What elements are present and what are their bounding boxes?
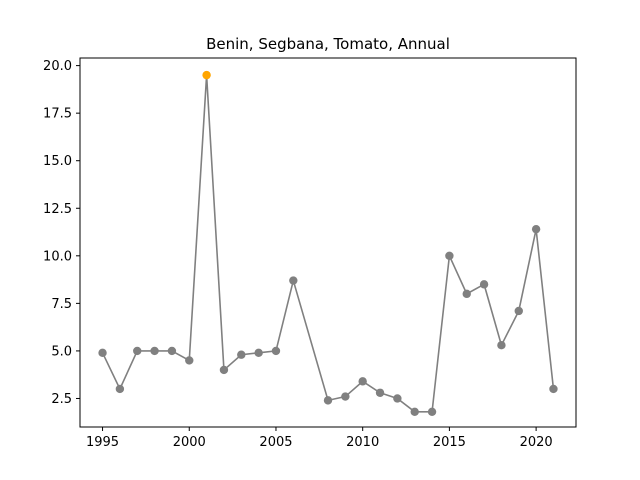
data-point — [254, 348, 263, 358]
data-point — [462, 289, 471, 299]
data-point — [219, 365, 229, 375]
data-point — [549, 384, 558, 394]
data-point — [115, 384, 125, 394]
data-point — [427, 407, 437, 416]
y-tick-label: 10.0 — [43, 249, 72, 264]
data-point — [393, 394, 402, 403]
plot-area — [80, 58, 576, 427]
series-layer — [98, 70, 558, 416]
data-point — [497, 341, 506, 350]
data-point — [479, 280, 489, 289]
x-tick-label: 2010 — [346, 435, 379, 450]
data-point — [323, 396, 333, 405]
data-point — [375, 388, 385, 397]
data-point — [150, 346, 159, 356]
data-point — [514, 306, 523, 316]
y-tick-label: 17.5 — [43, 107, 72, 122]
chart-title: Benin, Segbana, Tomato, Annual — [206, 35, 450, 53]
data-point — [133, 346, 142, 356]
y-tick-label: 5.0 — [51, 344, 72, 359]
data-point — [341, 392, 350, 401]
data-point — [358, 377, 367, 386]
data-point — [271, 346, 281, 356]
data-point — [445, 251, 454, 261]
y-tick-label: 20.0 — [43, 59, 72, 74]
data-point — [237, 350, 246, 359]
data-point — [410, 407, 419, 416]
plot-frame — [79, 57, 577, 428]
highlighted-data-point — [202, 70, 211, 80]
x-tick-label: 2005 — [259, 435, 292, 450]
x-tick-label: 2000 — [173, 435, 206, 450]
x-tick-label: 2020 — [520, 435, 553, 450]
data-point — [185, 356, 194, 365]
x-tick-label: 2015 — [433, 435, 466, 450]
axes-layer — [79, 57, 577, 428]
data-point — [531, 224, 541, 234]
y-axis-ticks: 2.5 5.0 7.5 10.0 12.5 15.0 17.5 20.0 — [43, 59, 80, 407]
y-tick-label: 2.5 — [51, 392, 72, 407]
y-tick-label: 12.5 — [43, 202, 72, 217]
x-axis-ticks: 1995 2000 2005 2010 2015 2020 — [86, 427, 553, 450]
data-point — [98, 348, 107, 358]
y-tick-label: 15.0 — [43, 154, 72, 169]
data-point — [167, 346, 177, 356]
data-point — [289, 276, 298, 285]
y-tick-label: 7.5 — [51, 297, 72, 312]
x-tick-label: 1995 — [86, 435, 119, 450]
